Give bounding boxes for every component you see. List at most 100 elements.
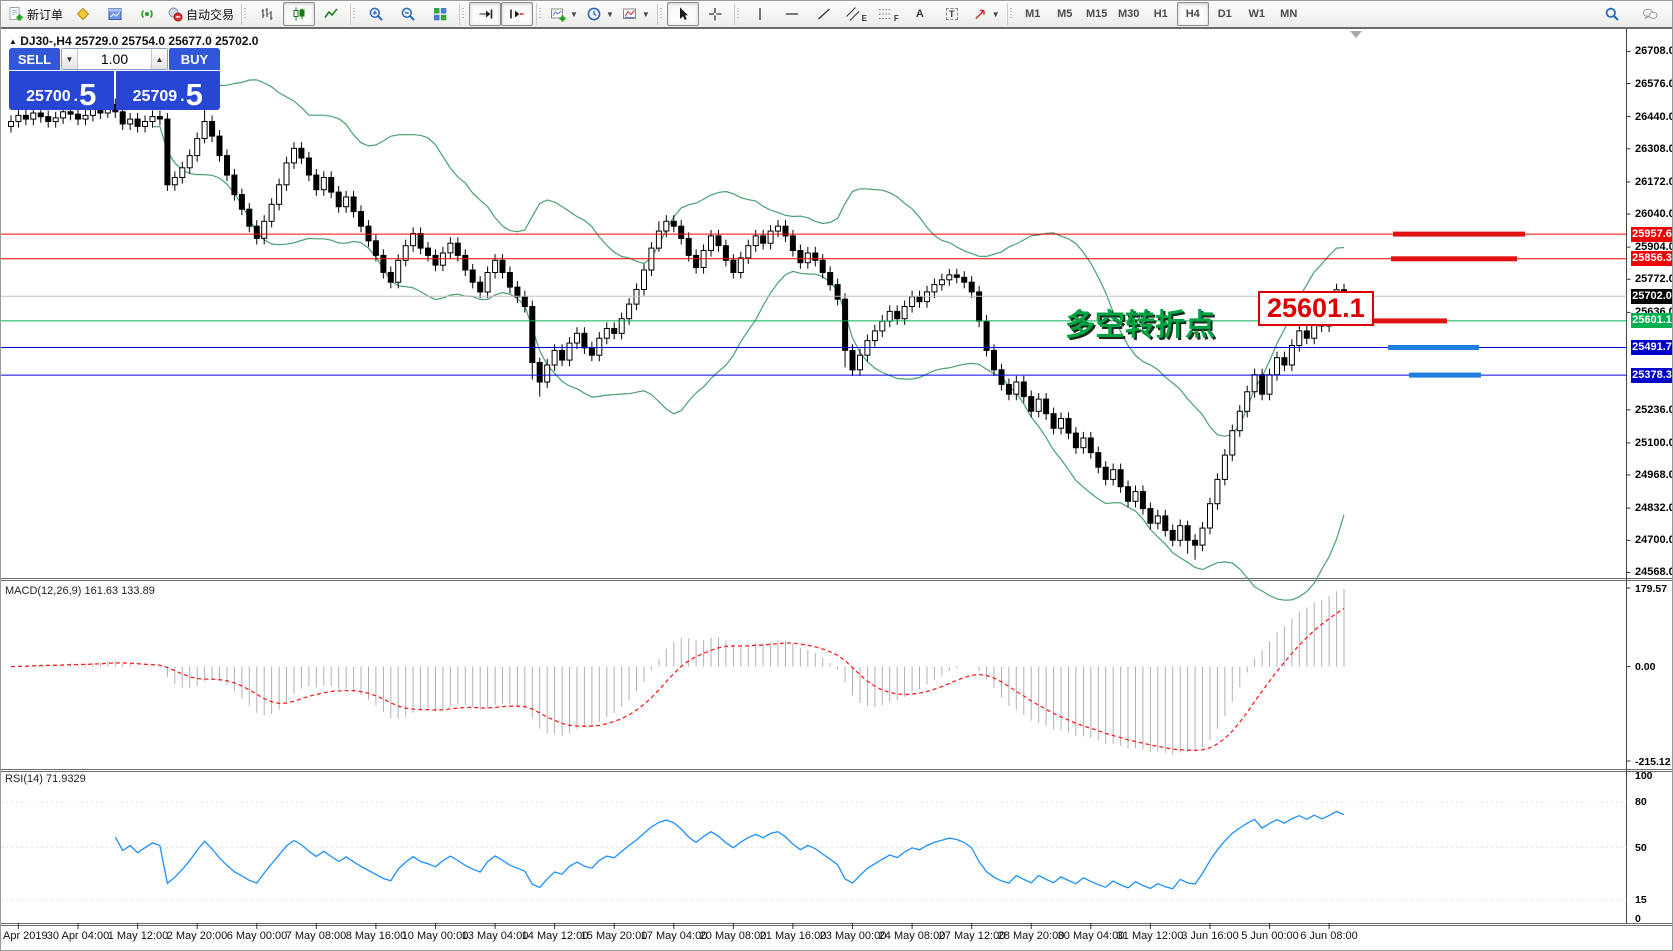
tf-m15-label: M15 — [1086, 8, 1108, 20]
time-label: 10 May 00:00 — [401, 930, 469, 942]
tf-h4[interactable]: H4 — [1176, 2, 1209, 26]
tf-mn[interactable]: MN — [1273, 2, 1305, 26]
collapse-triangle-icon[interactable]: ▲ — [9, 37, 17, 46]
trend-line-button[interactable] — [808, 2, 840, 26]
time-label: 15 May 20:00 — [580, 930, 648, 942]
signals-button[interactable] — [131, 2, 163, 26]
buy-price[interactable]: 25709. 5 — [115, 71, 220, 110]
volume-increase-button[interactable]: ▲ — [151, 49, 167, 69]
zoom-in-button[interactable] — [360, 2, 392, 26]
line-chart-icon — [324, 8, 338, 18]
volume-value[interactable]: 1.00 — [100, 51, 129, 67]
sell-price[interactable]: 25700. 5 — [9, 71, 114, 110]
time-label: 3 Jun 16:00 — [1181, 930, 1239, 942]
time-label: 2 May 20:00 — [166, 930, 228, 942]
chat-button[interactable] — [1634, 2, 1666, 26]
rsi-level-label: 15 — [1635, 894, 1647, 906]
cursor-button[interactable] — [666, 2, 699, 26]
symbol-period: DJ30-,H4 — [20, 34, 72, 48]
time-label: 28 Apr 2019 — [1, 930, 48, 942]
fibonacci-button[interactable]: F — [872, 2, 904, 26]
crosshair-button[interactable] — [699, 2, 731, 26]
price-line-badge: 25378.3 — [1631, 368, 1672, 383]
text-button[interactable]: A — [904, 2, 936, 26]
indicators-button[interactable]: ▼ — [546, 2, 582, 26]
price-line-badge: 25491.7 — [1631, 340, 1672, 355]
sell-button[interactable]: SELL — [9, 48, 60, 70]
equidistant-channel-icon — [845, 7, 859, 21]
chat-icon — [1642, 8, 1658, 20]
price-tick: 24968.0 — [1635, 469, 1673, 481]
macd-axis-max: 179.57 — [1635, 583, 1668, 595]
macd-axis-zero: 0.00 — [1635, 661, 1656, 673]
horizontal-line-button[interactable] — [776, 2, 808, 26]
price-tick: 26040.0 — [1635, 208, 1673, 220]
tf-d1[interactable]: D1 — [1209, 2, 1241, 26]
time-label: 20 May 08:00 — [699, 930, 767, 942]
toolbar-separator — [241, 3, 249, 25]
chart-shift-button[interactable] — [501, 2, 534, 26]
tf-m30[interactable]: M30 — [1113, 2, 1145, 26]
price-tick: 25100.0 — [1635, 437, 1673, 449]
crosshair-icon — [708, 8, 722, 21]
new-chart-icon — [108, 8, 122, 20]
time-label: 14 May 12:00 — [521, 930, 589, 942]
turning-point-annotation: 多空转折点 — [1065, 309, 1215, 342]
toolbar-separator — [1006, 3, 1014, 25]
periods-button[interactable]: ▼ — [582, 2, 618, 26]
arrows-dropdown-caret[interactable]: ▼ — [991, 9, 1000, 19]
price-tick: 24568.0 — [1635, 566, 1673, 578]
new-chart-button[interactable] — [99, 2, 131, 26]
signals-icon — [141, 9, 153, 19]
tile-windows-button[interactable] — [424, 2, 456, 26]
tf-h1[interactable]: H1 — [1145, 2, 1177, 26]
turning-point-price-box: 25601.1 — [1258, 291, 1374, 326]
zoom-out-button[interactable] — [392, 2, 424, 26]
rsi-axis-max: 100 — [1635, 770, 1653, 782]
rsi-pane-label: RSI(14) 71.9329 — [5, 773, 86, 785]
market-watch-button[interactable] — [67, 2, 99, 26]
new-order-button[interactable]: 新订单 — [4, 2, 67, 26]
buy-button[interactable]: BUY — [169, 48, 220, 70]
indicators-dropdown-caret[interactable]: ▼ — [570, 9, 578, 19]
templates-button[interactable]: ▼ — [618, 2, 654, 26]
periods-dropdown-caret[interactable]: ▼ — [605, 9, 614, 19]
arrows-icon — [975, 9, 985, 20]
toolbar-separator — [459, 3, 467, 25]
toolbar-separator — [656, 3, 664, 25]
equidistant-channel-button[interactable]: E — [840, 2, 872, 26]
price-tick: 26576.0 — [1635, 78, 1673, 90]
tf-d1-label: D1 — [1217, 8, 1232, 20]
templates-dropdown-caret[interactable]: ▼ — [641, 9, 650, 19]
rsi-axis-min: 0 — [1635, 913, 1641, 925]
search-button[interactable] — [1596, 2, 1628, 26]
search-icon — [1605, 7, 1619, 21]
text-label-button[interactable]: T — [936, 2, 968, 26]
zoom-out-icon — [401, 7, 415, 21]
time-label: 6 May 00:00 — [226, 930, 288, 942]
arrows-button[interactable]: ▼ — [968, 2, 1004, 26]
autotrading-button[interactable]: 自动交易 — [163, 2, 238, 26]
tf-m5[interactable]: M5 — [1049, 2, 1081, 26]
line-chart-button[interactable] — [315, 2, 347, 26]
volume-decrease-button[interactable]: ▼ — [62, 49, 78, 69]
candlestick-chart-button[interactable] — [283, 2, 316, 26]
tf-w1[interactable]: W1 — [1241, 2, 1273, 26]
fibonacci-icon — [878, 9, 891, 19]
tf-w1-label: W1 — [1248, 8, 1265, 20]
price-tick: 26708.0 — [1635, 45, 1673, 57]
new-order-icon — [9, 7, 23, 21]
macd-pane-label: MACD(12,26,9) 161.63 133.89 — [5, 585, 155, 597]
auto-scroll-button[interactable] — [469, 2, 502, 26]
vertical-line-button[interactable] — [744, 2, 776, 26]
time-label: 30 Apr 04:00 — [46, 930, 110, 942]
tf-m15[interactable]: M15 — [1081, 2, 1113, 26]
time-label: 5 Jun 00:00 — [1241, 930, 1299, 942]
price-tick: 24700.0 — [1635, 534, 1673, 546]
bar-chart-button[interactable] — [251, 2, 283, 26]
tf-m1[interactable]: M1 — [1017, 2, 1049, 26]
toolbar-separator — [536, 3, 544, 25]
time-label: 17 May 04:00 — [640, 930, 708, 942]
